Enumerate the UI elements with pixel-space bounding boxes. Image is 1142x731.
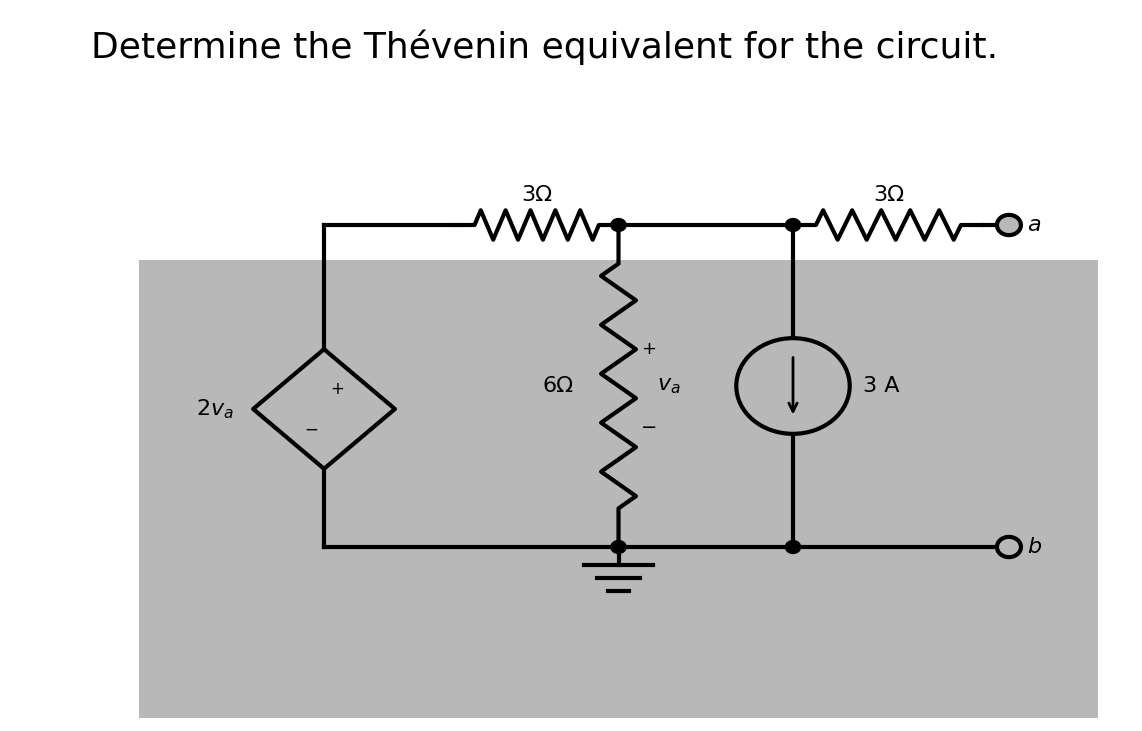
Text: 3Ω: 3Ω [521, 185, 553, 205]
Text: +: + [642, 340, 657, 358]
Bar [138, 260, 1099, 718]
Text: b: b [1028, 537, 1042, 557]
Circle shape [611, 540, 626, 553]
Text: $2v_a$: $2v_a$ [196, 397, 234, 421]
Text: Determine the Thévenin equivalent for the circuit.: Determine the Thévenin equivalent for th… [91, 29, 998, 65]
Circle shape [997, 215, 1021, 235]
Circle shape [997, 537, 1021, 557]
Text: 3Ω: 3Ω [872, 185, 904, 205]
Text: $v_a$: $v_a$ [657, 376, 681, 396]
Text: 6Ω: 6Ω [542, 376, 574, 396]
Text: −: − [304, 420, 317, 439]
Text: a: a [1028, 215, 1042, 235]
Circle shape [611, 219, 626, 232]
Circle shape [786, 540, 801, 553]
Circle shape [737, 338, 850, 433]
Text: 3 A: 3 A [863, 376, 899, 396]
Text: +: + [330, 380, 344, 398]
Text: −: − [641, 418, 658, 437]
Circle shape [786, 219, 801, 232]
